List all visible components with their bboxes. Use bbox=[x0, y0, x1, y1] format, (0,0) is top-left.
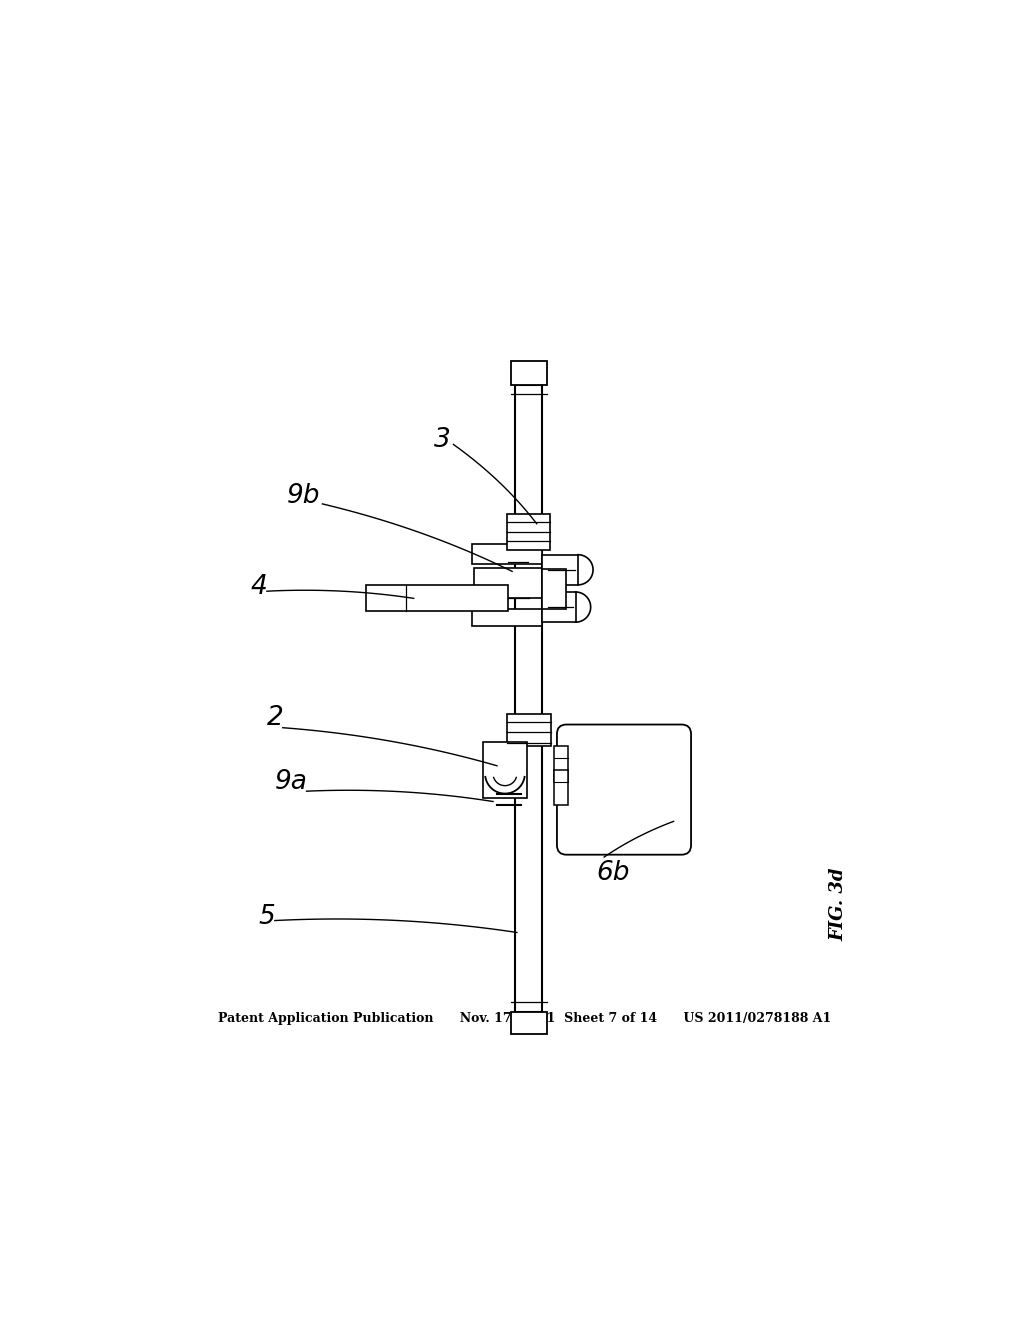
Bar bbox=[543, 591, 575, 622]
Bar bbox=[507, 714, 551, 746]
Text: Patent Application Publication      Nov. 17, 2011  Sheet 7 of 14      US 2011/02: Patent Application Publication Nov. 17, … bbox=[218, 1012, 831, 1026]
Text: 9b: 9b bbox=[287, 483, 321, 510]
Text: 5: 5 bbox=[259, 904, 275, 929]
Text: FIG. 3d: FIG. 3d bbox=[829, 869, 847, 941]
Text: 6b: 6b bbox=[596, 859, 630, 886]
Bar bbox=[515, 385, 543, 1012]
FancyBboxPatch shape bbox=[557, 725, 691, 854]
Bar bbox=[543, 554, 578, 585]
Text: 2: 2 bbox=[267, 705, 284, 731]
Bar bbox=[511, 362, 547, 385]
Bar bbox=[554, 746, 568, 781]
Text: 9a: 9a bbox=[274, 768, 307, 795]
Bar bbox=[554, 770, 568, 805]
Text: 3: 3 bbox=[433, 428, 451, 454]
Bar bbox=[483, 742, 526, 797]
Bar bbox=[472, 544, 543, 564]
Bar bbox=[474, 568, 543, 598]
Bar bbox=[367, 585, 508, 611]
Bar bbox=[543, 569, 566, 609]
Bar bbox=[472, 609, 543, 626]
Bar bbox=[511, 1012, 547, 1034]
Bar bbox=[507, 513, 550, 549]
Text: 4: 4 bbox=[251, 574, 267, 601]
